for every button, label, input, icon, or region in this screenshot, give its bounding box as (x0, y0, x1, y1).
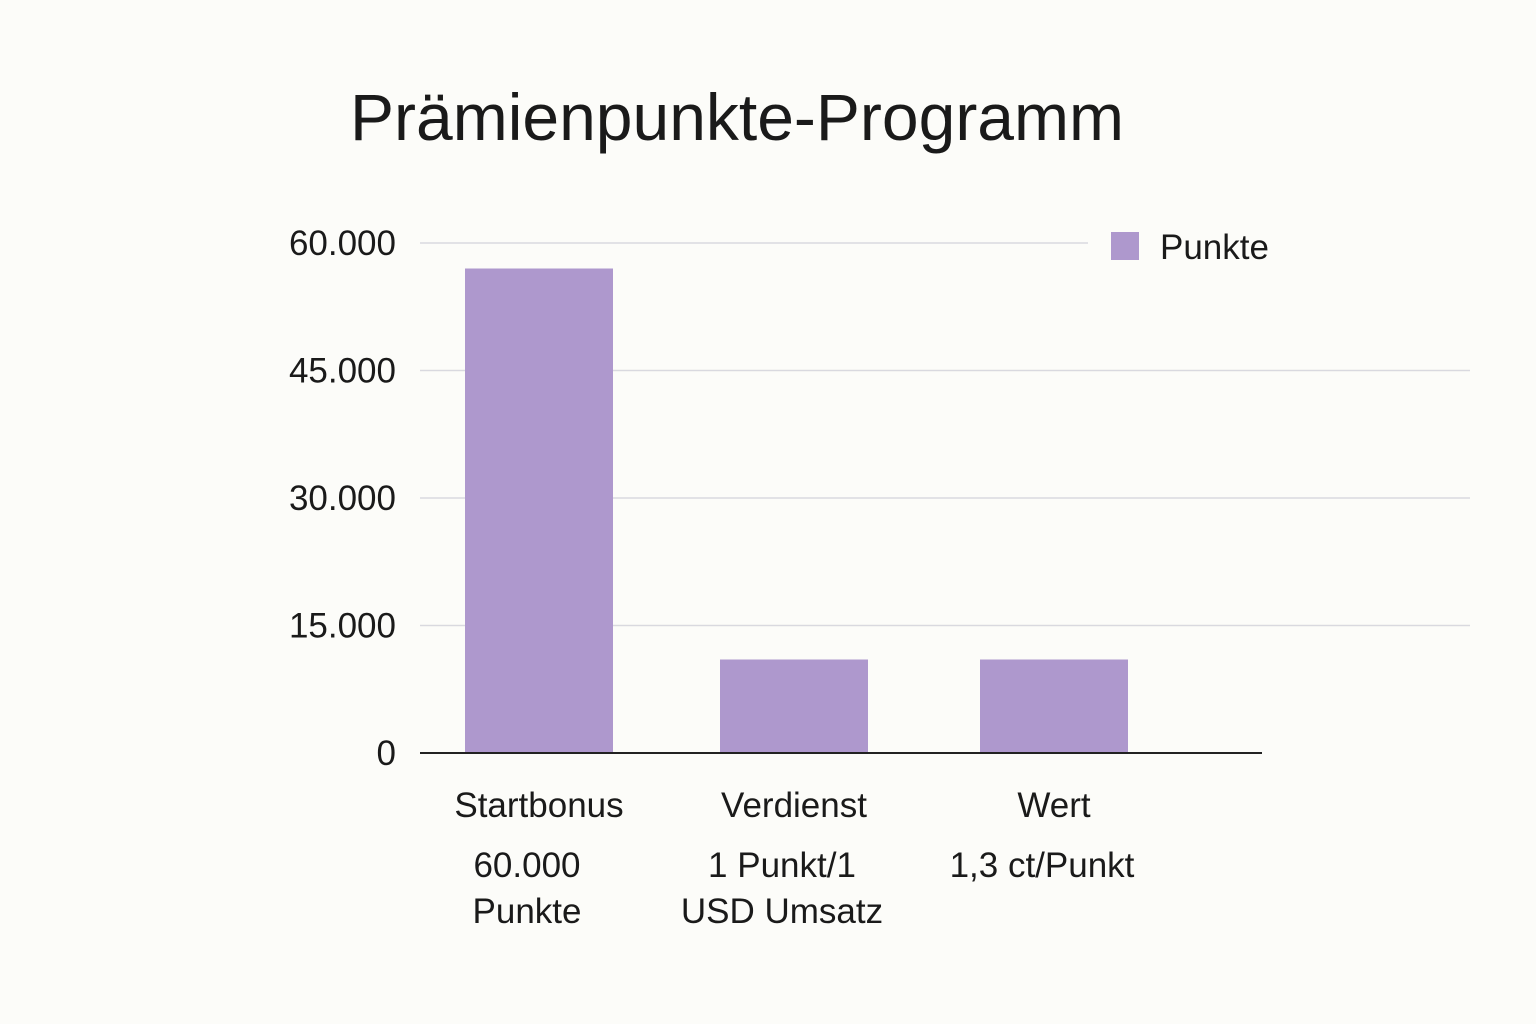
y-tick-label: 30.000 (289, 479, 396, 518)
x-category-label: Verdienst (721, 786, 867, 825)
bar-startbonus (465, 268, 613, 753)
legend-swatch (1111, 232, 1139, 260)
legend-label: Punkte (1160, 228, 1269, 267)
y-tick-label: 45.000 (289, 352, 396, 391)
x-category-sublabel: 1 Punkt/1 USD Umsatz (681, 846, 883, 931)
bars (465, 268, 1128, 753)
x-category-label: Wert (1017, 786, 1091, 825)
chart-title: Prämienpunkte-Programm (350, 80, 1124, 154)
x-category-sublabel: 60.000 Punkte (473, 846, 582, 931)
y-tick-label: 60.000 (289, 224, 396, 263)
x-category-sublabel: 1,3 ct/Punkt (950, 846, 1135, 885)
legend: Punkte (1111, 228, 1269, 267)
bar-verdienst (720, 659, 868, 753)
y-axis-tick-labels: 0 15.000 30.000 45.000 60.000 (289, 224, 396, 773)
bar-wert (980, 659, 1128, 753)
x-axis-category-labels: Startbonus 60.000 Punkte Verdienst 1 Punkt/1… (454, 786, 1134, 931)
y-tick-label: 0 (377, 734, 396, 773)
y-tick-label: 15.000 (289, 607, 396, 646)
x-category-label: Startbonus (454, 786, 623, 825)
